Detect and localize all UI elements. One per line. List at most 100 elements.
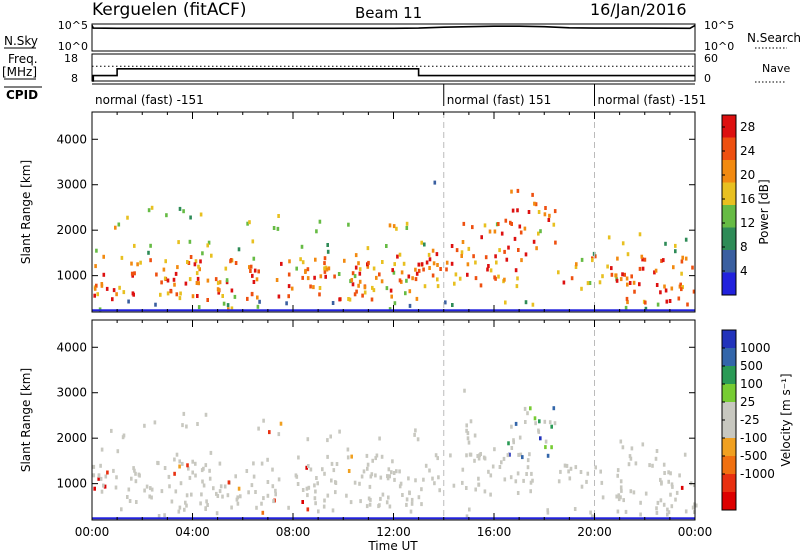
heatmap-cell <box>599 469 602 474</box>
heatmap-cell <box>350 278 354 282</box>
heatmap-cell <box>625 296 629 301</box>
heatmap-cell <box>390 470 393 475</box>
heatmap-cell <box>323 498 326 503</box>
heatmap-cell <box>530 471 533 476</box>
heatmap-cell <box>477 482 481 487</box>
heatmap-cell <box>428 266 431 270</box>
cpid-band: CPID normal (fast) -151 normal (fast) 151… <box>4 83 706 107</box>
heatmap-cell <box>557 270 560 275</box>
heatmap-cell <box>319 274 323 279</box>
heatmap-cell <box>365 504 369 509</box>
heatmap-cell <box>681 255 684 260</box>
heatmap-cell <box>359 499 362 504</box>
heatmap-cell <box>266 457 269 462</box>
heatmap-cell <box>277 477 281 482</box>
heatmap-cell <box>196 276 200 281</box>
heatmap-cell <box>493 229 497 234</box>
heatmap-cell <box>437 475 440 480</box>
heatmap-cell <box>534 421 537 426</box>
heatmap-cell <box>585 479 588 484</box>
heatmap-cell <box>580 286 583 291</box>
heatmap-cell <box>214 277 218 282</box>
heatmap-cell <box>206 298 209 302</box>
heatmap-cell <box>249 264 253 269</box>
heatmap-cell <box>516 188 520 193</box>
heatmap-cell <box>436 277 439 282</box>
heatmap-cell <box>248 220 251 225</box>
heatmap-cell <box>615 278 619 283</box>
heatmap-cell <box>667 479 670 484</box>
heatmap-cell <box>535 246 538 251</box>
heatmap-cell <box>589 510 592 515</box>
colorbar-tick-label: -100 <box>740 431 767 445</box>
heatmap-cell <box>374 473 377 478</box>
heatmap-cell <box>619 485 623 490</box>
heatmap-cell <box>620 488 623 493</box>
heatmap-cell <box>519 452 523 457</box>
heatmap-cell <box>474 276 478 281</box>
x-tick-label: 00:00 <box>678 525 713 539</box>
heatmap-cell <box>526 458 530 463</box>
heatmap-cell <box>640 254 644 259</box>
heatmap-cell <box>473 433 477 438</box>
heatmap-cell <box>606 264 609 269</box>
heatmap-cell <box>562 280 566 285</box>
heatmap-cell <box>325 267 329 272</box>
heatmap-cell <box>465 453 468 458</box>
heatmap-cell <box>363 290 367 295</box>
heatmap-cell <box>148 494 151 499</box>
heatmap-cell <box>514 268 518 273</box>
colorbar-tick-label: -1000 <box>740 467 775 481</box>
heatmap-cell <box>200 468 204 473</box>
heatmap-cell <box>185 424 188 429</box>
colorbar-tick-label: -500 <box>740 449 767 463</box>
heatmap-cell <box>493 447 496 452</box>
heatmap-cell <box>349 500 353 505</box>
heatmap-cell <box>414 478 417 483</box>
heatmap-cell <box>248 265 251 270</box>
colorbar-swatch <box>722 182 736 205</box>
heatmap-cell <box>106 470 109 475</box>
colorbar-tick-label: 25 <box>740 395 755 409</box>
y-tick-label: 1000 <box>56 477 87 491</box>
heatmap-cell <box>149 243 152 248</box>
heatmap-cell <box>655 449 659 453</box>
heatmap-cell <box>321 467 324 472</box>
heatmap-cell <box>216 280 220 285</box>
heatmap-cell <box>252 474 256 479</box>
heatmap-cell <box>274 492 277 497</box>
heatmap-cell <box>543 419 547 424</box>
heatmap-cell <box>451 303 454 307</box>
heatmap-cell <box>407 476 410 481</box>
heatmap-cell <box>395 469 398 474</box>
heatmap-cell <box>516 491 520 495</box>
heatmap-cell <box>130 476 133 481</box>
heatmap-cell <box>680 287 683 292</box>
heatmap-cell <box>405 502 408 507</box>
heatmap-cell <box>118 285 121 290</box>
heatmap-cell <box>326 454 329 459</box>
heatmap-cell <box>354 253 358 258</box>
heatmap-cell <box>334 480 337 485</box>
heatmap-cell <box>367 260 370 265</box>
heatmap-cell <box>318 286 322 290</box>
heatmap-cell <box>580 257 584 262</box>
heatmap-cell <box>127 299 130 304</box>
heatmap-cell <box>295 266 298 271</box>
colorbar-swatch <box>722 366 736 384</box>
heatmap-cell <box>318 292 321 297</box>
heatmap-cell <box>93 486 96 491</box>
heatmap-cell <box>230 306 234 311</box>
heatmap-cell <box>554 240 557 245</box>
heatmap-cell <box>401 493 404 497</box>
heatmap-cell <box>271 467 274 472</box>
heatmap-cell <box>357 283 360 288</box>
heatmap-cell <box>95 283 98 288</box>
heatmap-cell <box>326 249 330 254</box>
heatmap-cell <box>112 288 116 293</box>
heatmap-cell <box>160 489 164 494</box>
heatmap-cell <box>358 481 361 486</box>
heatmap-cell <box>374 456 377 461</box>
heatmap-cell <box>630 274 633 279</box>
heatmap-cell <box>143 423 146 428</box>
